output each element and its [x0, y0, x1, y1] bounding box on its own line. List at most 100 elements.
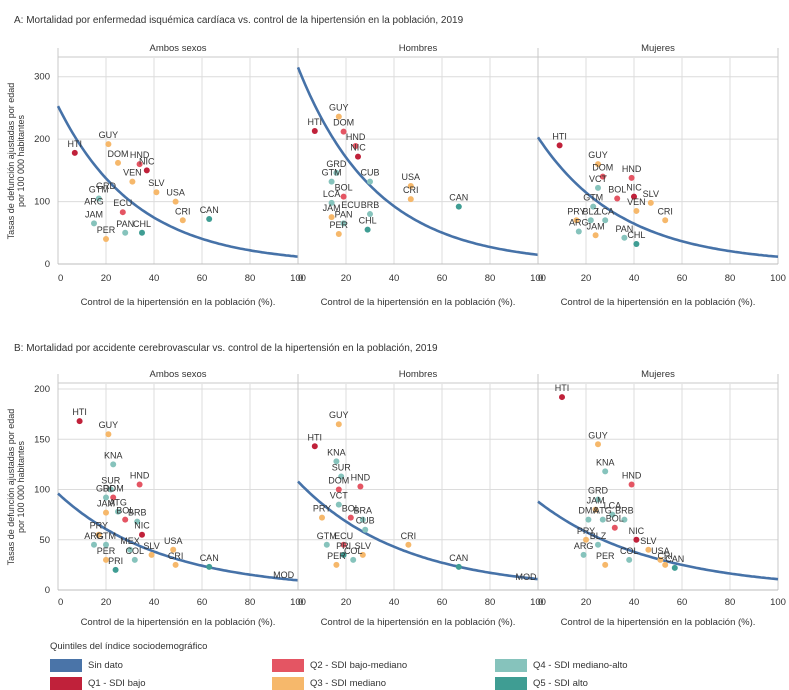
point-gtm [590, 203, 597, 210]
point-label: PER [327, 551, 346, 561]
x-tick-label: 80 [725, 273, 736, 284]
point-per [103, 556, 109, 563]
point-label: NIC [139, 156, 155, 166]
point-label: HND [130, 470, 150, 480]
point-pan [621, 234, 628, 241]
point-label: CHL [627, 230, 645, 240]
point-vct [595, 184, 601, 191]
point-col [350, 556, 357, 563]
point-slv [645, 546, 652, 553]
point-jam [91, 220, 97, 227]
point-slv [148, 551, 155, 558]
legend-label: Q1 - SDI bajo [88, 678, 146, 689]
x-tick-label: 20 [101, 597, 112, 608]
point-cri [662, 561, 669, 568]
point-label: SLV [143, 541, 159, 551]
x-tick-label: 40 [389, 597, 400, 608]
point-label: BOL [335, 183, 353, 193]
point-label: BRB [615, 506, 634, 516]
point-ecu [119, 209, 126, 216]
point-kna [110, 461, 117, 468]
legend-swatch [50, 659, 82, 672]
point-label: LCA [596, 206, 614, 216]
legend-title: Quintiles del índice sociodemográfico [50, 641, 208, 652]
point-label: NIC [626, 183, 642, 193]
point-usa [407, 182, 414, 189]
point-label: CRI [168, 551, 184, 561]
point-label: KNA [327, 447, 346, 457]
point-label: BOL [606, 514, 624, 524]
legend-label: Q4 - SDI mediano-alto [533, 660, 628, 671]
point-label: PAN [335, 209, 353, 219]
point-vct [335, 501, 342, 508]
point-pan [122, 229, 129, 236]
x-tick-label: 0 [298, 597, 303, 608]
point-label: GTM [317, 531, 337, 541]
facet-title: Hombres [399, 43, 438, 54]
fit-curve [296, 66, 539, 257]
point-label: GUY [588, 430, 608, 440]
point-label: DMA [578, 506, 598, 516]
x-tick-label: 0 [58, 597, 63, 608]
point-label: GUY [588, 150, 608, 160]
point-usa [172, 198, 179, 205]
point-hti [559, 394, 565, 401]
facet-hombres: Hombres 0 20 40 60 80 100 Control de la hiperte… [296, 43, 546, 308]
point-can [455, 563, 462, 570]
point-arg [575, 228, 582, 235]
point-ven [633, 207, 640, 214]
point-label: VEN [123, 168, 142, 178]
point-chl [139, 229, 145, 236]
point-label: GTM [322, 168, 342, 178]
point-bol [340, 193, 347, 200]
x-tick-label: 20 [581, 597, 592, 608]
x-axis-label: Control de la hipertensión en la poblaci… [321, 297, 516, 308]
point-label: DOM [328, 476, 349, 486]
point-pri [340, 551, 347, 558]
point-label: CRI [657, 206, 673, 216]
x-tick-label: 100 [530, 597, 546, 608]
x-tick-label: 80 [485, 273, 496, 284]
facet-mujeres: Mujeres 0 20 40 60 80 100 Control de la hiperte… [536, 43, 786, 308]
point-bol [347, 514, 354, 521]
point-label: BOL [116, 506, 134, 516]
legend-swatch [50, 677, 82, 690]
point-label: CRI [403, 185, 419, 195]
y-tick-label: 50 [39, 535, 50, 546]
y-tick-label: 300 [34, 72, 50, 83]
point-sur [107, 486, 114, 493]
point-label: LCA [323, 189, 341, 199]
x-tick-label: 20 [341, 597, 352, 608]
point-label: BOL [608, 184, 626, 194]
point-label: SUR [101, 476, 121, 486]
annotation-label: GRD [96, 181, 117, 191]
x-tick-label: 60 [197, 273, 208, 284]
legend-swatch [272, 677, 304, 690]
point-pry [583, 536, 589, 543]
point-per [335, 231, 342, 238]
point-label: JAM [587, 221, 605, 231]
x-tick-label: 100 [290, 273, 306, 284]
point-per [602, 561, 609, 568]
facet-title: Hombres [399, 369, 438, 380]
point-dom [335, 486, 342, 493]
x-tick-label: 100 [770, 597, 786, 608]
x-tick-label: 0 [538, 597, 543, 608]
point-label: NIC [629, 526, 645, 536]
x-tick-label: 40 [149, 273, 160, 284]
point-hnd [628, 481, 635, 488]
y-tick-label: 150 [34, 434, 50, 445]
facet-ambos-sexos: Ambos sexos 0 20 40 60 80 100 Control de la hip… [57, 369, 306, 628]
point-dom [340, 128, 347, 135]
point-brb [367, 211, 373, 218]
point-label: SLV [355, 541, 371, 551]
point-hti [556, 142, 563, 149]
point-nic [355, 153, 361, 160]
facet-title: Ambos sexos [149, 369, 206, 380]
point-lca [602, 217, 609, 224]
point-usa [657, 556, 664, 563]
facet-title: Mujeres [641, 43, 675, 54]
point-jam [328, 214, 335, 221]
point-label: USA [651, 546, 670, 556]
y-axis-label: Tasas de defunción ajustadas por edadpor… [6, 409, 26, 566]
